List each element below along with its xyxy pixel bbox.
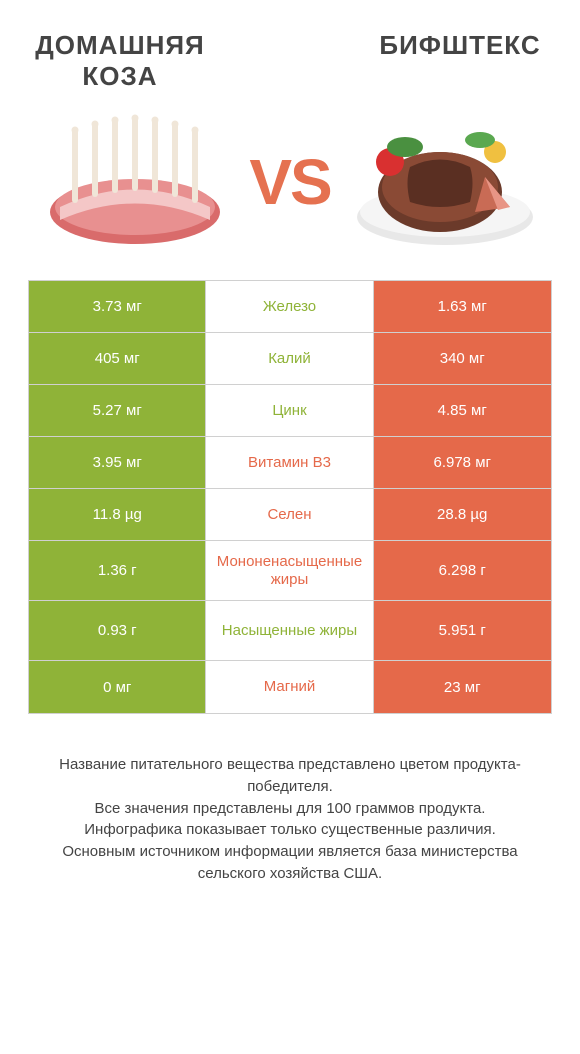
table-row: 1.36 гМононенасыщенные жиры6.298 г	[29, 541, 551, 601]
left-value-cell: 3.73 мг	[29, 281, 206, 332]
table-row: 3.73 мгЖелезо1.63 мг	[29, 281, 551, 333]
footnote-line: Инфографика показывает только существенн…	[84, 821, 496, 838]
right-value-cell: 23 мг	[374, 661, 551, 713]
left-value-cell: 11.8 µg	[29, 489, 206, 540]
left-value-cell: 5.27 мг	[29, 385, 206, 436]
nutrient-label-cell: Мононенасыщенные жиры	[206, 541, 373, 600]
right-value-cell: 340 мг	[374, 333, 551, 384]
table-row: 3.95 мгВитамин B36.978 мг	[29, 437, 551, 489]
nutrient-label-cell: Цинк	[206, 385, 373, 436]
right-value-cell: 6.298 г	[374, 541, 551, 600]
comparison-table: 3.73 мгЖелезо1.63 мг405 мгКалий340 мг5.2…	[28, 280, 552, 714]
footnote-line: Основным источником информации является …	[62, 843, 517, 882]
nutrient-label-cell: Селен	[206, 489, 373, 540]
nutrient-label-cell: Насыщенные жиры	[206, 601, 373, 660]
table-row: 0 мгМагний23 мг	[29, 661, 551, 713]
nutrient-label-cell: Магний	[206, 661, 373, 713]
steak-icon	[350, 112, 540, 252]
right-product-title: БИФШТЕКС	[360, 30, 560, 61]
right-value-cell: 5.951 г	[374, 601, 551, 660]
header-row: ДОМАШНЯЯ КОЗА БИФШТЕКС	[20, 30, 560, 92]
nutrient-label-cell: Калий	[206, 333, 373, 384]
right-value-cell: 1.63 мг	[374, 281, 551, 332]
vs-label: VS	[249, 145, 330, 219]
goat-meat-icon	[40, 112, 230, 252]
images-row: VS	[20, 112, 560, 252]
left-product-title: ДОМАШНЯЯ КОЗА	[20, 30, 220, 92]
table-row: 11.8 µgСелен28.8 µg	[29, 489, 551, 541]
right-value-cell: 28.8 µg	[374, 489, 551, 540]
left-product-image	[40, 112, 230, 252]
table-row: 405 мгКалий340 мг	[29, 333, 551, 385]
left-value-cell: 3.95 мг	[29, 437, 206, 488]
table-row: 5.27 мгЦинк4.85 мг	[29, 385, 551, 437]
left-value-cell: 0.93 г	[29, 601, 206, 660]
left-value-cell: 1.36 г	[29, 541, 206, 600]
footnote-line: Название питательного вещества представл…	[59, 756, 521, 795]
left-value-cell: 405 мг	[29, 333, 206, 384]
left-value-cell: 0 мг	[29, 661, 206, 713]
nutrient-label-cell: Витамин B3	[206, 437, 373, 488]
nutrient-label-cell: Железо	[206, 281, 373, 332]
table-row: 0.93 гНасыщенные жиры5.951 г	[29, 601, 551, 661]
right-value-cell: 4.85 мг	[374, 385, 551, 436]
infographic-container: ДОМАШНЯЯ КОЗА БИФШТЕКС	[0, 0, 580, 905]
footnote-block: Название питательного вещества представл…	[20, 754, 560, 885]
right-product-image	[350, 112, 540, 252]
right-value-cell: 6.978 мг	[374, 437, 551, 488]
footnote-line: Все значения представлены для 100 граммо…	[95, 800, 486, 817]
